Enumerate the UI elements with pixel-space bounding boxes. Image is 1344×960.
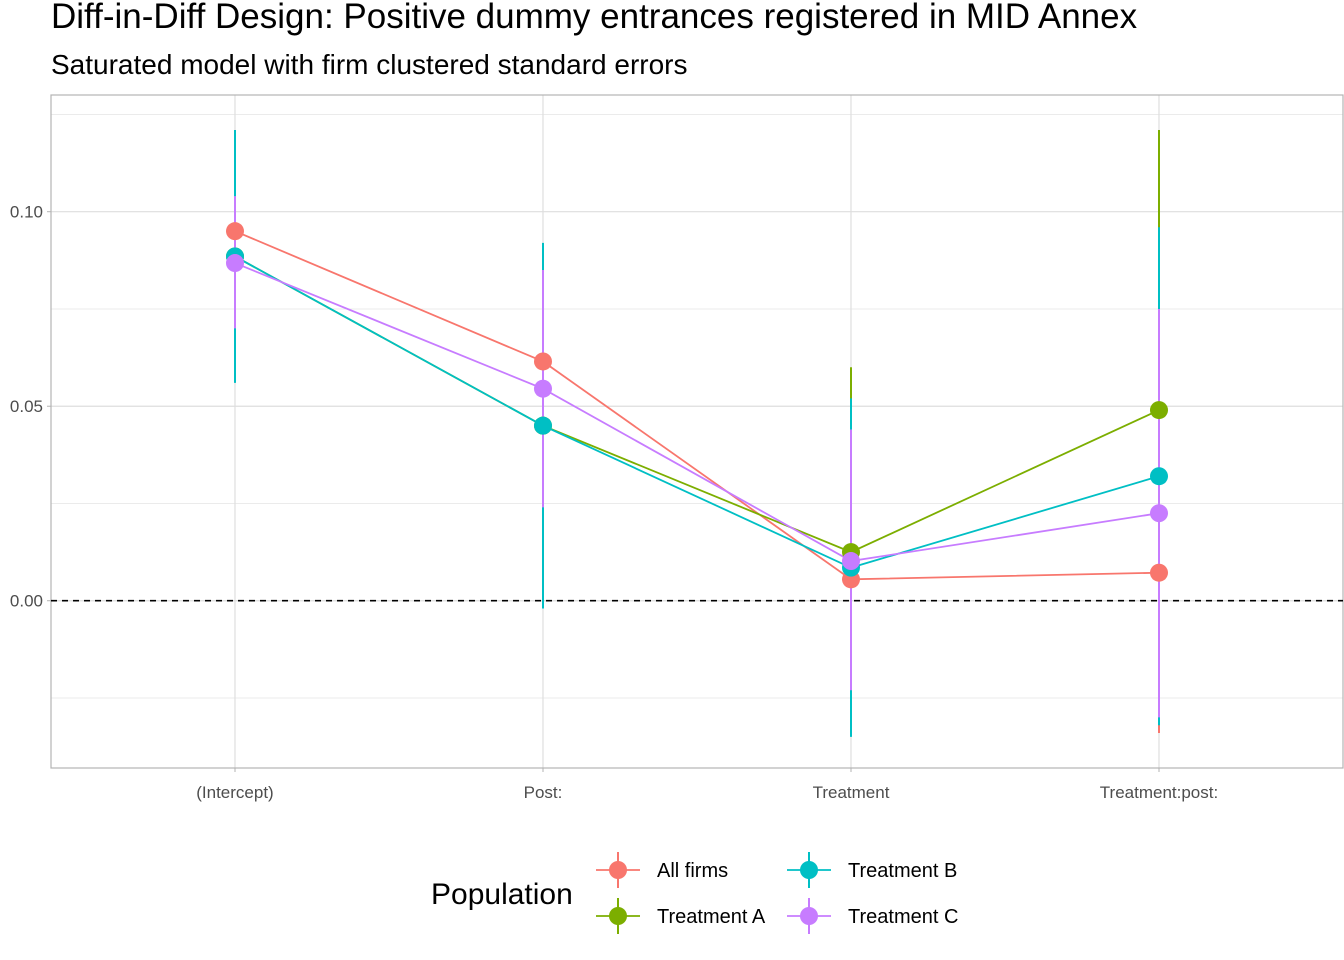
legend-key	[787, 898, 831, 934]
series-line	[234, 230, 1160, 581]
legend-key-point	[800, 907, 818, 925]
x-tick-label: Post:	[524, 783, 563, 802]
data-points	[226, 222, 1168, 589]
x-tick-label: Treatment:post:	[1100, 783, 1218, 802]
data-point	[534, 379, 552, 398]
data-point	[226, 254, 244, 273]
legend-key	[787, 852, 831, 888]
data-point	[534, 352, 552, 371]
y-tick-label: 0.10	[10, 203, 43, 222]
series-line	[234, 262, 1160, 562]
data-point	[1150, 401, 1168, 420]
plot-panel	[50, 94, 1344, 769]
legend-label: All firms	[657, 860, 728, 882]
error-bars	[234, 130, 1160, 737]
legend-title: Population	[431, 878, 573, 911]
grid	[51, 95, 1343, 768]
legend-label: Treatment B	[848, 860, 957, 882]
legend-key	[596, 898, 640, 934]
x-tick-label: (Intercept)	[196, 783, 273, 802]
data-point	[226, 222, 244, 241]
y-axis: 0.00 0.05 0.10	[10, 203, 51, 611]
legend-key-point	[609, 861, 627, 879]
x-axis: (Intercept) Post: Treatment Treatment:post:	[196, 768, 1218, 802]
chart-title: Diff-in-Diff Design: Positive dummy entr…	[51, 0, 1138, 36]
data-point	[534, 416, 552, 435]
legend-label: Treatment C	[848, 906, 958, 928]
legend-key	[596, 852, 640, 888]
legend: Population All firms Treatment A Treatment…	[431, 852, 958, 934]
data-point	[1150, 504, 1168, 523]
y-tick-label: 0.00	[10, 592, 43, 611]
series-lines	[234, 230, 1160, 581]
chart-subtitle: Saturated model with firm clustered stan…	[51, 49, 688, 80]
data-point	[1150, 467, 1168, 486]
series-line	[234, 255, 1160, 554]
x-tick-label: Treatment	[813, 783, 890, 802]
series-line	[234, 255, 1160, 569]
legend-key-point	[800, 861, 818, 879]
legend-label: Treatment A	[657, 906, 766, 928]
panel-border	[50, 94, 1344, 769]
y-tick-label: 0.05	[10, 397, 43, 416]
legend-key-point	[609, 907, 627, 925]
data-point	[842, 552, 860, 571]
data-point	[1150, 563, 1168, 582]
